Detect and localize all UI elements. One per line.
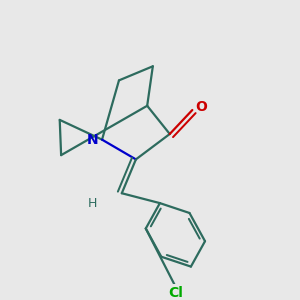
Text: Cl: Cl bbox=[168, 286, 183, 300]
Text: N: N bbox=[87, 133, 99, 147]
Text: O: O bbox=[195, 100, 207, 114]
Text: H: H bbox=[88, 196, 97, 210]
